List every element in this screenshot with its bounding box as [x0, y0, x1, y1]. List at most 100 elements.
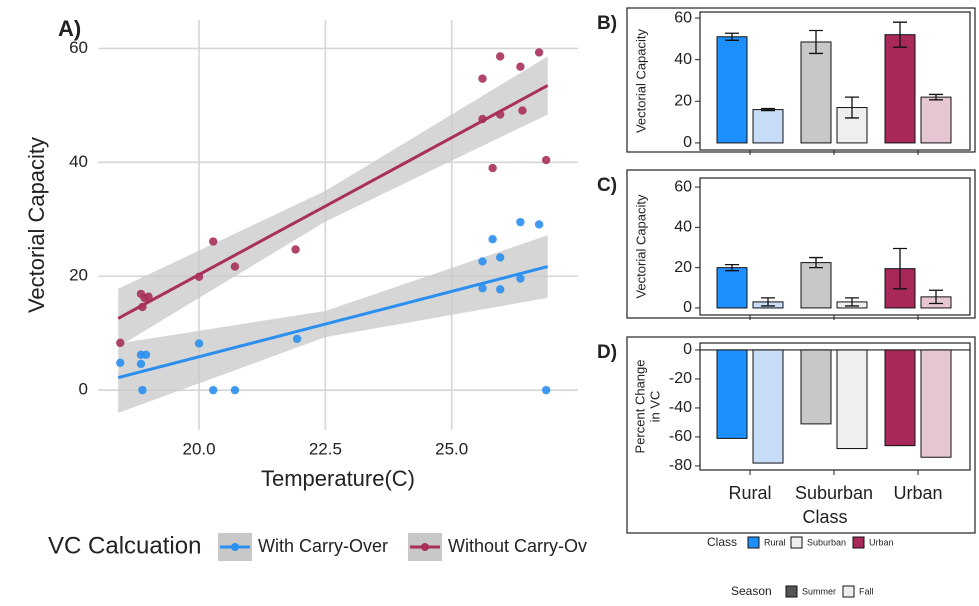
- error-bar: [809, 29, 823, 55]
- legend-point: [231, 543, 239, 551]
- point: [116, 338, 125, 348]
- bar: [716, 349, 748, 439]
- y-tick-label: -40: [669, 399, 692, 416]
- point: [534, 220, 544, 229]
- plot-frame: [699, 342, 971, 471]
- point: [495, 52, 505, 61]
- y-tick-label: 20: [674, 93, 692, 110]
- point: [116, 358, 125, 368]
- bar: [752, 349, 784, 464]
- bar: [884, 349, 916, 447]
- bar: [716, 267, 748, 309]
- point: [138, 385, 147, 395]
- point: [518, 106, 527, 115]
- bar: [836, 349, 868, 450]
- legend-title: Season: [731, 584, 772, 598]
- point: [541, 155, 551, 165]
- error-bar: [893, 21, 907, 48]
- legend-swatch: [852, 536, 865, 549]
- panel-frame: [626, 336, 976, 534]
- error-bar: [809, 256, 823, 269]
- bar: [920, 349, 952, 458]
- y-tick-label: 40: [674, 219, 692, 236]
- legend-title: Class: [707, 535, 737, 549]
- x-tick-label: Urban: [893, 483, 942, 503]
- plot-frame: [699, 177, 971, 316]
- x-tick-label: Rural: [728, 483, 771, 503]
- legend-point: [421, 543, 429, 551]
- y-tick-label: 60: [674, 178, 692, 195]
- bar: [752, 109, 784, 144]
- y-tick-label: 0: [79, 380, 88, 399]
- y-tick-label: 0: [683, 341, 692, 358]
- error-bar: [845, 96, 859, 119]
- error-bar: [725, 32, 739, 41]
- point: [194, 339, 204, 348]
- point: [291, 245, 300, 254]
- legend-swatch: [790, 536, 803, 549]
- y-axis-label: Vectorial Capacity: [633, 194, 648, 299]
- y-tick-label: 60: [674, 9, 692, 26]
- legend-label: Without Carry-Ov: [448, 536, 587, 556]
- error-bar: [761, 297, 775, 307]
- panel-label: B): [597, 13, 617, 34]
- legend-swatch: [842, 585, 855, 598]
- point: [144, 292, 153, 301]
- point: [292, 334, 302, 344]
- point: [478, 284, 487, 293]
- x-tick-label: 20.0: [183, 439, 216, 458]
- error-bar: [761, 107, 775, 112]
- x-axis-label: Class: [802, 507, 847, 527]
- bar: [884, 34, 916, 144]
- y-axis-label: Percent Change: [632, 360, 647, 454]
- y-tick-label: -60: [669, 428, 692, 445]
- point: [495, 253, 505, 262]
- point: [230, 385, 240, 395]
- y-tick-label: 40: [69, 152, 88, 171]
- point: [209, 385, 218, 395]
- point: [209, 237, 218, 246]
- panel-label: C): [597, 175, 617, 196]
- legend-swatch: [747, 536, 760, 549]
- y-tick-label: 20: [674, 259, 692, 276]
- point: [488, 163, 497, 173]
- legend-label: Urban: [869, 537, 894, 547]
- y-tick-label: 60: [69, 38, 88, 57]
- y-tick-label: 0: [683, 134, 692, 151]
- y-tick-label: -80: [669, 457, 692, 474]
- y-tick-label: 0: [683, 299, 692, 316]
- x-tick-label: 22.5: [309, 439, 342, 458]
- legend-label: Summer: [802, 586, 836, 596]
- y-axis-label: Vectorial Capacity: [633, 28, 648, 133]
- y-tick-label: 40: [674, 51, 692, 68]
- legend-swatch: [785, 585, 798, 598]
- y-axis-label: Vectorial Capacity: [24, 137, 49, 313]
- point: [495, 285, 505, 294]
- fit-line: [117, 84, 549, 320]
- bar: [800, 349, 832, 425]
- point: [478, 114, 487, 124]
- panel-label: A): [58, 16, 81, 41]
- point: [136, 359, 146, 369]
- point: [516, 217, 525, 227]
- legend-label: Rural: [764, 537, 786, 547]
- error-bar: [929, 93, 943, 101]
- x-axis-label: Temperature(C): [261, 466, 415, 491]
- point: [541, 385, 551, 395]
- y-axis-label: in VC: [647, 391, 662, 423]
- point: [534, 48, 544, 57]
- point: [495, 110, 505, 119]
- point: [516, 62, 525, 71]
- error-bar: [725, 263, 739, 272]
- bar: [716, 36, 748, 144]
- bar: [800, 262, 832, 309]
- panel-label: D): [597, 342, 617, 363]
- bar: [800, 41, 832, 144]
- error-bar: [929, 289, 943, 305]
- fit-line: [117, 265, 549, 380]
- error-bar: [893, 247, 907, 290]
- point: [516, 274, 525, 283]
- point: [478, 74, 487, 83]
- legend-label: With Carry-Over: [258, 536, 388, 556]
